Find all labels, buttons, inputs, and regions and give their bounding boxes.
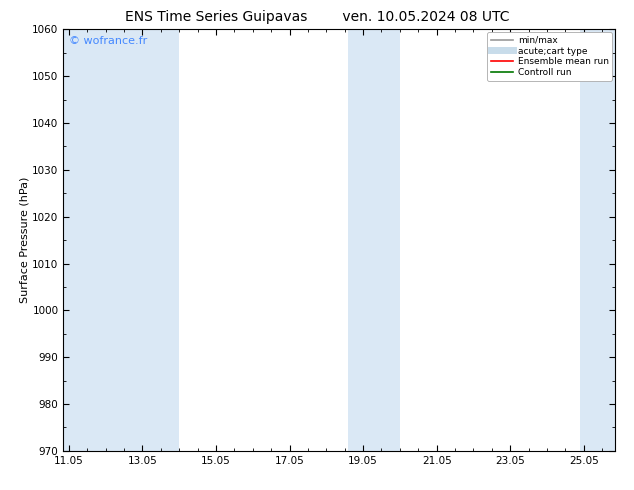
Bar <box>580 29 615 451</box>
Text: ENS Time Series Guipavas        ven. 10.05.2024 08 UTC: ENS Time Series Guipavas ven. 10.05.2024… <box>125 10 509 24</box>
Bar <box>349 29 374 451</box>
Bar <box>374 29 400 451</box>
Y-axis label: Surface Pressure (hPa): Surface Pressure (hPa) <box>20 177 30 303</box>
Bar <box>63 29 110 451</box>
Bar <box>110 29 179 451</box>
Legend: min/max, acute;cart type, Ensemble mean run, Controll run: min/max, acute;cart type, Ensemble mean … <box>487 32 612 81</box>
Text: © wofrance.fr: © wofrance.fr <box>69 36 147 46</box>
